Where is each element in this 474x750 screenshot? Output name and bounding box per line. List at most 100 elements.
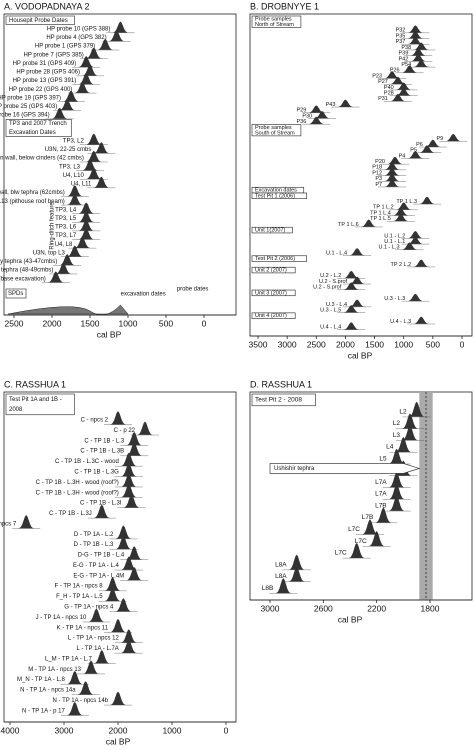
sample-label: U4, L8 — [55, 242, 73, 248]
sample-label: D - TP 1B - L.3 — [74, 542, 114, 548]
sample-label: U.1 - L.2 — [384, 233, 405, 239]
date-distribution — [78, 73, 94, 85]
sample-label: HP probe 31 (GPS 409) — [13, 61, 77, 67]
sample-label: L7B — [362, 514, 374, 521]
date-distribution — [407, 36, 424, 45]
date-distribution — [110, 691, 126, 705]
sample-label: HP probe 28 (GPS 406) — [16, 70, 80, 76]
sample-label: U.4 - L.3 — [390, 319, 411, 325]
date-distribution — [121, 483, 137, 498]
sample-label: U.2 - S.prof — [313, 285, 342, 291]
sample-label: HP probe 1 (GPS 379) — [35, 44, 95, 50]
sample-label: HP probe 25 (GPS 403) — [0, 104, 57, 110]
sample-label: TP3, L4 — [55, 207, 77, 213]
sample-label: C - TP 1B - L.3I — [80, 501, 122, 507]
sample-label: TP3, L6 — [55, 225, 77, 231]
panel-title: D. RASSHUA 1 — [250, 379, 312, 389]
group-header: Test Pit 2 - 2008 — [255, 397, 302, 404]
date-distribution — [349, 276, 365, 284]
x-tick-label: 3000 — [278, 339, 297, 349]
date-distribution — [384, 71, 400, 79]
group-header: Test Pit 2 (2006) — [255, 256, 295, 262]
sample-label: L8A — [275, 561, 287, 568]
date-distribution — [121, 556, 137, 570]
date-distribution — [82, 159, 98, 171]
date-distribution — [402, 425, 418, 441]
date-distribution — [104, 577, 121, 591]
date-distribution — [407, 230, 424, 239]
x-tick-label: 2500 — [5, 318, 24, 328]
date-distribution — [407, 151, 424, 159]
date-distribution — [86, 133, 102, 145]
sample-label: HP probe 13 (GPS 391) — [13, 78, 77, 84]
sample-label: K - TP 1A - npcs 11 — [57, 625, 109, 631]
date-distribution — [77, 681, 94, 695]
sample-label: P40 — [384, 85, 394, 91]
date-distribution — [126, 546, 142, 560]
date-distribution — [59, 99, 75, 111]
group-header-box — [5, 393, 75, 416]
sample-label: TP 1 L.2 — [373, 205, 394, 211]
sample-label: P26 — [390, 68, 400, 74]
sample-label: HP probe 4 (GPS 382) — [46, 35, 106, 41]
sample-label: P35 — [396, 33, 406, 39]
date-distribution — [362, 519, 378, 535]
sample-label: C - TP 1B - L.3G — [74, 469, 119, 475]
sample-label: N - TP 1A - npcs 14a — [20, 688, 76, 694]
date-distribution — [59, 254, 75, 266]
date-distribution — [343, 305, 360, 313]
date-distribution — [407, 25, 424, 33]
group-header: Excavation dates — [255, 188, 297, 194]
sample-label: HP probe 7 (GPS 385) — [24, 52, 84, 58]
annotation: Ushishir tephra — [274, 466, 315, 472]
sample-label: U3N, 22-25 cmbs — [45, 147, 92, 153]
x-tick-label: 0 — [224, 725, 229, 735]
group-header: Housepit Probe Dates — [9, 18, 68, 24]
sample-label: P54 — [401, 62, 411, 68]
sample-label: L3 — [393, 432, 401, 439]
date-distribution — [445, 133, 462, 142]
group-header: Unit 4 (2007) — [255, 313, 287, 319]
sample-label: U1, n wall, below cinders (42 cmbs) — [0, 156, 84, 162]
date-distribution — [121, 452, 137, 467]
sample-label: TP3, L5 — [55, 216, 77, 222]
date-distribution — [121, 463, 137, 477]
date-distribution — [93, 142, 110, 154]
group-header: Excavation Dates — [9, 130, 56, 136]
sample-label: L7A — [375, 479, 387, 486]
x-tick-label: 3000 — [55, 725, 74, 735]
date-distribution — [349, 248, 365, 256]
annotation: probe dates — [177, 287, 209, 293]
sample-label: U.3 - L.5 — [320, 307, 341, 313]
group-header: Unit 2 (2007) — [255, 268, 287, 274]
sample-label: TP3, L2 — [63, 138, 85, 144]
group-header-box — [5, 15, 75, 25]
panel-title: C. RASSHUA 1 — [4, 379, 66, 389]
date-distribution — [115, 598, 132, 612]
sample-label: P12 — [372, 170, 382, 176]
sample-label: L - TP 1A - L.7A — [77, 646, 119, 652]
date-distribution — [401, 65, 418, 73]
date-distribution — [407, 31, 424, 39]
x-tick-label: 2200 — [367, 603, 386, 613]
sample-label: C - p 22 — [114, 428, 136, 434]
date-distribution — [343, 322, 360, 330]
sample-label: L8B — [262, 585, 274, 592]
sample-label: U.1 - L.3 — [378, 245, 399, 251]
sample-label: C - npcs 2 — [81, 418, 109, 424]
date-distribution — [67, 185, 83, 197]
group-header-box — [251, 15, 302, 28]
x-tick-label: 1000 — [163, 725, 182, 735]
date-distribution — [78, 219, 94, 231]
date-distribution — [110, 618, 126, 633]
sample-label: U3N, top L3 — [33, 250, 66, 256]
group-header: 2008 — [9, 407, 23, 413]
group-header-box — [251, 226, 293, 234]
sample-label: U3N, blw gray tephra (48-49cmbs) — [0, 268, 53, 274]
date-distribution — [63, 90, 79, 102]
date-distribution — [375, 507, 392, 523]
sample-label: P30 — [302, 113, 312, 119]
group-header-box — [5, 119, 72, 137]
date-distribution — [360, 219, 377, 227]
